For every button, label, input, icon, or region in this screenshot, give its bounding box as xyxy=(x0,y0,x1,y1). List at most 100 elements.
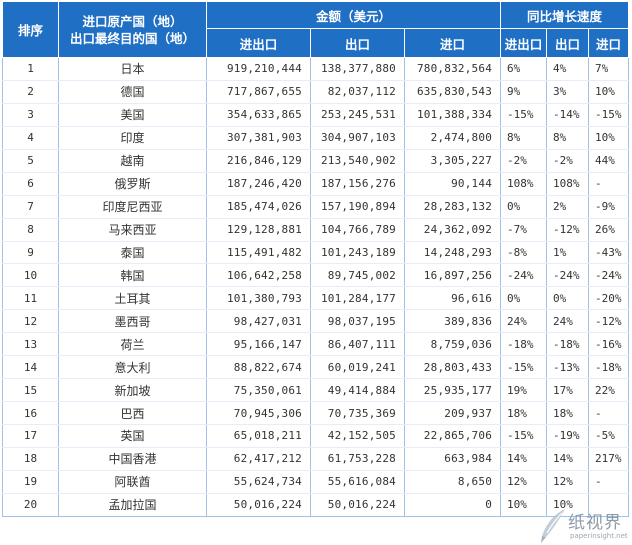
table-body: 1 日本 919,210,444 138,377,880 780,832,564… xyxy=(2,57,630,517)
cell-import-growth: -20% xyxy=(588,286,630,311)
cell-total-amount: 115,491,482 xyxy=(206,241,311,265)
cell-rank: 16 xyxy=(2,401,59,425)
header-amount-group: 金额（美元） xyxy=(205,1,502,29)
cell-export-amount: 82,037,112 xyxy=(310,80,405,104)
cell-total-amount: 88,822,674 xyxy=(206,355,311,380)
cell-import-growth: 10% xyxy=(588,80,630,104)
cell-export-amount: 70,735,369 xyxy=(310,401,405,425)
cell-rank: 1 xyxy=(2,57,59,81)
header-rank: 排序 xyxy=(2,1,59,58)
cell-import-amount: 3,305,227 xyxy=(404,149,502,173)
cell-import-growth: - xyxy=(588,470,630,494)
cell-total-growth: 14% xyxy=(500,447,548,471)
cell-country: 墨西哥 xyxy=(58,309,207,334)
cell-total-amount: 187,246,420 xyxy=(206,172,311,196)
cell-import-growth: 7% xyxy=(588,57,630,81)
cell-total-amount: 216,846,129 xyxy=(206,149,311,173)
cell-country: 马来西亚 xyxy=(58,218,207,242)
cell-export-amount: 49,414,884 xyxy=(310,378,405,403)
cell-import-amount: 8,759,036 xyxy=(404,332,502,357)
cell-export-amount: 86,407,111 xyxy=(310,332,405,357)
cell-import-amount: 635,830,543 xyxy=(404,80,502,104)
header-country: 进口原产国（地） 出口最终目的国（地） xyxy=(58,1,207,58)
cell-export-amount: 104,766,789 xyxy=(310,218,405,242)
cell-total-amount: 717,867,655 xyxy=(206,80,311,104)
header-growth-group: 同比增长速度 xyxy=(500,1,630,29)
cell-export-growth: 1% xyxy=(546,241,590,265)
cell-country: 意大利 xyxy=(58,355,207,380)
cell-total-growth: -7% xyxy=(500,218,548,242)
cell-export-amount: 55,616,084 xyxy=(310,470,405,494)
header-country-export-destination: 出口最终目的国（地） xyxy=(69,30,195,46)
cell-rank: 19 xyxy=(2,470,59,494)
cell-export-growth: 0% xyxy=(546,286,590,311)
cell-country: 孟加拉国 xyxy=(58,493,207,517)
table-row: 8 马来西亚 129,128,881 104,766,789 24,362,09… xyxy=(2,218,630,242)
cell-total-growth: 0% xyxy=(500,286,548,311)
cell-import-amount: 16,897,256 xyxy=(404,263,502,288)
table-row: 3 美国 354,633,865 253,245,531 101,388,334… xyxy=(2,103,630,127)
cell-export-amount: 157,190,894 xyxy=(310,195,405,219)
cell-export-growth: -18% xyxy=(546,332,590,357)
cell-export-growth: 18% xyxy=(546,401,590,425)
cell-total-amount: 106,642,258 xyxy=(206,263,311,288)
watermark-text: 纸视界 xyxy=(568,513,622,533)
cell-import-growth: -43% xyxy=(588,241,630,265)
cell-import-amount: 22,865,706 xyxy=(404,424,502,448)
cell-export-growth: 2% xyxy=(546,195,590,219)
cell-export-amount: 304,907,103 xyxy=(310,126,405,150)
cell-total-growth: -18% xyxy=(500,332,548,357)
cell-import-amount: 90,144 xyxy=(404,172,502,196)
cell-export-growth: 17% xyxy=(546,378,590,403)
cell-country: 越南 xyxy=(58,149,207,173)
cell-total-growth: 24% xyxy=(500,309,548,334)
header-country-import-origin: 进口原产国（地） xyxy=(82,13,183,29)
header-amount-import: 进口 xyxy=(403,28,502,58)
cell-export-amount: 101,243,189 xyxy=(310,241,405,265)
cell-rank: 11 xyxy=(2,286,59,311)
cell-import-amount: 780,832,564 xyxy=(404,57,502,81)
cell-export-growth: -19% xyxy=(546,424,590,448)
table-row: 10 韩国 106,642,258 89,745,002 16,897,256 … xyxy=(2,263,630,288)
cell-import-amount: 28,283,132 xyxy=(404,195,502,219)
cell-export-amount: 61,753,228 xyxy=(310,447,405,471)
cell-import-amount: 8,650 xyxy=(404,470,502,494)
cell-rank: 9 xyxy=(2,241,59,265)
cell-import-growth: -12% xyxy=(588,309,630,334)
cell-total-growth: 6% xyxy=(500,57,548,81)
cell-total-amount: 919,210,444 xyxy=(206,57,311,81)
cell-export-amount: 138,377,880 xyxy=(310,57,405,81)
cell-rank: 15 xyxy=(2,378,59,403)
cell-import-growth: -16% xyxy=(588,332,630,357)
cell-import-amount: 28,803,433 xyxy=(404,355,502,380)
cell-rank: 14 xyxy=(2,355,59,380)
cell-import-amount: 389,836 xyxy=(404,309,502,334)
cell-export-amount: 101,284,177 xyxy=(310,286,405,311)
cell-country: 印度尼西亚 xyxy=(58,195,207,219)
cell-total-amount: 95,166,147 xyxy=(206,332,311,357)
header-growth-export: 出口 xyxy=(546,28,590,58)
cell-import-growth: -24% xyxy=(588,263,630,288)
cell-import-growth xyxy=(588,493,630,517)
cell-country: 泰国 xyxy=(58,241,207,265)
table-row: 17 英国 65,018,211 42,152,505 22,865,706 -… xyxy=(2,424,630,448)
cell-total-growth: 108% xyxy=(500,172,548,196)
cell-total-amount: 185,474,026 xyxy=(206,195,311,219)
cell-total-growth: -15% xyxy=(500,103,548,127)
cell-export-amount: 50,016,224 xyxy=(310,493,405,517)
cell-total-growth: 8% xyxy=(500,126,548,150)
cell-import-amount: 24,362,092 xyxy=(404,218,502,242)
cell-total-growth: 18% xyxy=(500,401,548,425)
cell-total-growth: 19% xyxy=(500,378,548,403)
cell-export-growth: -12% xyxy=(546,218,590,242)
header-growth-import: 进口 xyxy=(588,28,630,58)
watermark-url: paperinsight.net xyxy=(570,532,628,540)
cell-country: 新加坡 xyxy=(58,378,207,403)
cell-import-amount: 209,937 xyxy=(404,401,502,425)
cell-country: 俄罗斯 xyxy=(58,172,207,196)
table-row: 6 俄罗斯 187,246,420 187,156,276 90,144 108… xyxy=(2,172,630,196)
table-row: 14 意大利 88,822,674 60,019,241 28,803,433 … xyxy=(2,355,630,380)
cell-total-amount: 98,427,031 xyxy=(206,309,311,334)
cell-import-amount: 25,935,177 xyxy=(404,378,502,403)
cell-total-amount: 70,945,306 xyxy=(206,401,311,425)
